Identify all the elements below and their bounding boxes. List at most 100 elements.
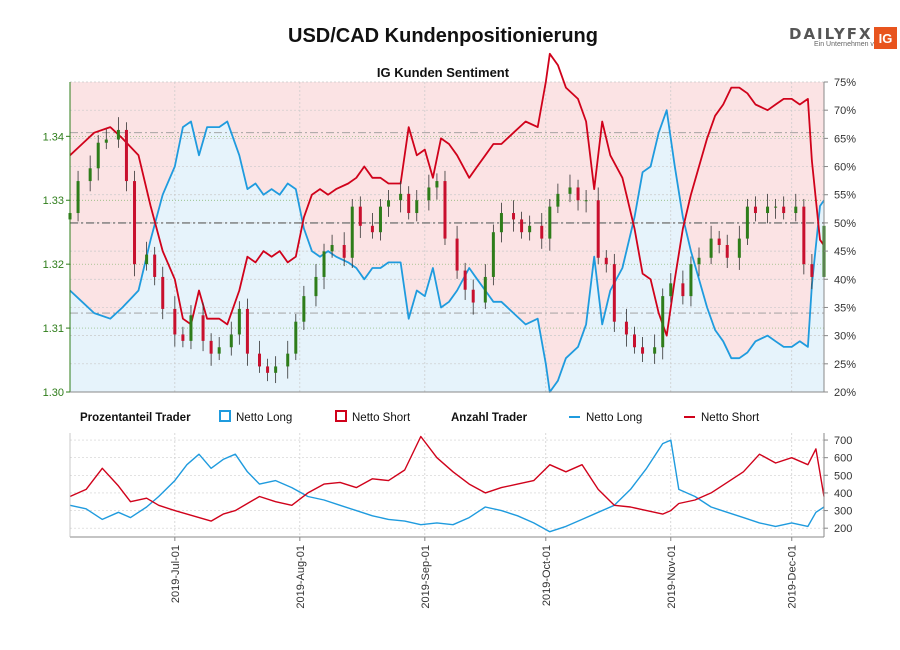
candle-down <box>443 181 447 239</box>
candle-up <box>387 200 391 207</box>
x-tick-label: 2019-Aug-01 <box>295 545 307 609</box>
candle-down <box>681 283 685 297</box>
legend-cnt-short: Netto Short <box>701 412 760 424</box>
candle-down <box>342 244 346 258</box>
candle-down <box>161 276 165 309</box>
candle-down <box>512 213 516 220</box>
chart-subtitle: IG Kunden Sentiment <box>377 65 510 80</box>
legend-cnt-title: Anzahl Trader <box>451 412 528 424</box>
candle-up <box>294 321 298 354</box>
count-long-line <box>69 439 825 533</box>
chart-title: USD/CAD Kundenpositionierung <box>288 25 598 47</box>
long-area <box>70 110 824 392</box>
count-tick-label: 600 <box>834 453 852 465</box>
price-tick-label: 1.34 <box>43 131 64 143</box>
count-tick-label: 200 <box>834 523 852 535</box>
candle-down <box>258 353 262 367</box>
candle-down <box>520 219 524 233</box>
candle-up <box>88 168 92 182</box>
count-tick-label: 500 <box>834 470 852 482</box>
candle-down <box>181 334 185 341</box>
candle-up <box>584 200 588 202</box>
candle-up <box>237 308 241 335</box>
candle-up <box>217 347 221 354</box>
x-axis-labels: 2019-Jul-01 2019-Aug-01 2019-Sep-01 2019-Oc… <box>170 537 799 609</box>
candle-up <box>399 193 403 201</box>
candle-down <box>358 206 362 226</box>
candle-up <box>528 225 532 233</box>
candle-down <box>604 257 608 265</box>
price-tick-label: 1.31 <box>43 323 64 335</box>
x-tick-label: 2019-Sep-01 <box>420 545 432 609</box>
candle-up <box>415 200 419 214</box>
candle-up <box>274 366 278 373</box>
candle-up <box>568 187 572 194</box>
candle-up <box>737 238 741 258</box>
candle-up <box>483 276 487 303</box>
candle-down <box>245 308 249 354</box>
legend-pct-long: Netto Long <box>236 412 292 424</box>
candle-up <box>302 296 306 322</box>
candle-down <box>370 225 374 233</box>
candle-up <box>669 283 673 297</box>
price-tick-label: 1.32 <box>43 259 64 271</box>
candle-up <box>96 142 100 169</box>
ig-badge-label: IG <box>879 31 893 46</box>
brand-tagline: Ein Unternehmen von <box>814 41 882 48</box>
candle-down <box>201 315 205 341</box>
candle-up <box>350 206 354 258</box>
x-tick-label: 2019-Oct-01 <box>541 545 553 606</box>
count-lines <box>69 435 825 533</box>
candle-down <box>124 129 128 182</box>
candle-up <box>104 139 108 143</box>
legend-pct-short: Netto Short <box>352 412 411 424</box>
legend-cnt-long: Netto Long <box>586 412 642 424</box>
candle-down <box>266 366 270 373</box>
candle-up <box>697 257 701 265</box>
count-axes: 200 300 400 500 600 700 <box>69 433 852 538</box>
candle-up <box>314 276 318 297</box>
count-panel: 200 300 400 500 600 700 <box>69 433 852 538</box>
price-panel: 1.30 1.31 1.32 1.33 1.34 20% 25% 30% 35% 40% 45% 50… <box>43 52 857 399</box>
candle-down <box>596 200 600 258</box>
candle-up <box>661 296 665 348</box>
sentiment-area <box>70 82 824 392</box>
count-tick-label: 700 <box>834 435 852 447</box>
candle-up <box>766 206 770 214</box>
candle-down <box>463 270 467 290</box>
candle-up <box>548 206 552 239</box>
candle-up <box>499 213 503 233</box>
pct-tick-label: 60% <box>834 162 856 174</box>
candle-down <box>455 238 459 271</box>
legend-pct-short-swatch <box>335 410 347 422</box>
brand-name: DAILYFX <box>789 25 873 43</box>
count-tick-label: 400 <box>834 488 852 500</box>
candle-down <box>133 181 137 265</box>
price-tick-label: 1.30 <box>43 387 64 399</box>
candle-down <box>209 340 213 354</box>
legend: Prozentanteil Trader Netto Long Netto Sh… <box>80 410 760 424</box>
ig-badge <box>874 27 897 49</box>
candle-down <box>641 347 645 354</box>
candle-down <box>632 334 636 348</box>
candle-up <box>435 181 439 188</box>
count-short-line <box>69 435 825 522</box>
pct-tick-label: 75% <box>834 77 856 89</box>
sentiment-lines <box>69 52 825 393</box>
price-axes: 1.30 1.31 1.32 1.33 1.34 20% 25% 30% 35% 40% 45% 50… <box>43 77 857 399</box>
candle-down <box>540 225 544 239</box>
pct-tick-label: 40% <box>834 274 856 286</box>
candle-up <box>653 347 657 354</box>
candle-up <box>189 315 193 341</box>
legend-pct-title: Prozentanteil Trader <box>80 412 191 424</box>
candle-down <box>624 321 628 335</box>
candle-down <box>407 193 411 214</box>
pct-long-line <box>69 109 825 393</box>
candle-up <box>709 238 713 258</box>
candle-down <box>725 244 729 258</box>
candle-down <box>753 206 757 214</box>
candle-down <box>612 264 616 322</box>
candle-up <box>76 181 80 214</box>
pct-tick-label: 45% <box>834 246 856 258</box>
candle-down <box>576 187 580 201</box>
